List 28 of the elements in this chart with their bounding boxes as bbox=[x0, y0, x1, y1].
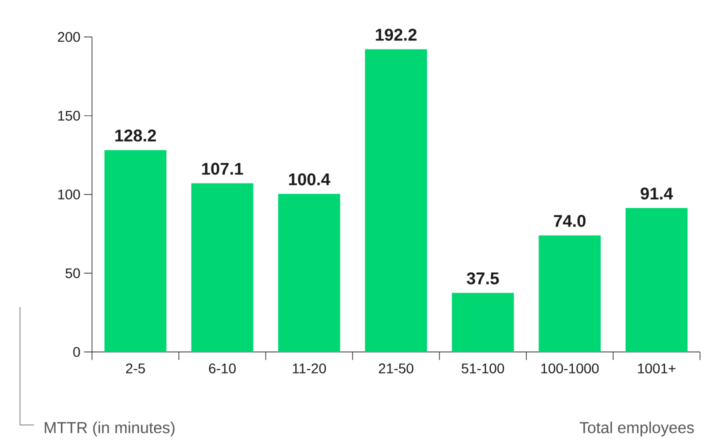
y-tick-label: 0 bbox=[73, 347, 80, 357]
bar bbox=[278, 194, 340, 352]
x-tick-label: 21-50 bbox=[378, 363, 414, 374]
data-label: 74.0 bbox=[554, 214, 586, 227]
x-tick-label: 6-10 bbox=[209, 363, 236, 374]
bar bbox=[538, 235, 601, 352]
bar bbox=[365, 49, 428, 352]
bar bbox=[104, 150, 166, 352]
x-axis-title: Total employees bbox=[580, 422, 694, 436]
y-tick-label: 100 bbox=[58, 190, 80, 200]
y-axis-title: MTTR (in minutes) bbox=[44, 422, 174, 436]
y-tick-label: 200 bbox=[58, 32, 80, 42]
y-tick-label: 50 bbox=[66, 268, 80, 278]
y-tick-label: 150 bbox=[58, 110, 80, 121]
bar bbox=[191, 183, 254, 352]
x-tick-label: 2-5 bbox=[126, 363, 145, 374]
data-label: 37.5 bbox=[466, 272, 499, 284]
x-tick-label: 51-100 bbox=[462, 363, 504, 374]
bar bbox=[452, 292, 514, 352]
data-label: 128.2 bbox=[115, 130, 156, 142]
x-tick-label: 11-20 bbox=[292, 363, 326, 374]
x-tick-label: 1001+ bbox=[638, 363, 676, 374]
data-label: 107.1 bbox=[202, 162, 244, 175]
bar bbox=[626, 208, 688, 352]
data-label: 100.4 bbox=[289, 173, 330, 186]
data-label: 91.4 bbox=[640, 188, 673, 200]
x-tick-label: 100-1000 bbox=[541, 363, 599, 374]
data-label: 192.2 bbox=[376, 28, 417, 41]
